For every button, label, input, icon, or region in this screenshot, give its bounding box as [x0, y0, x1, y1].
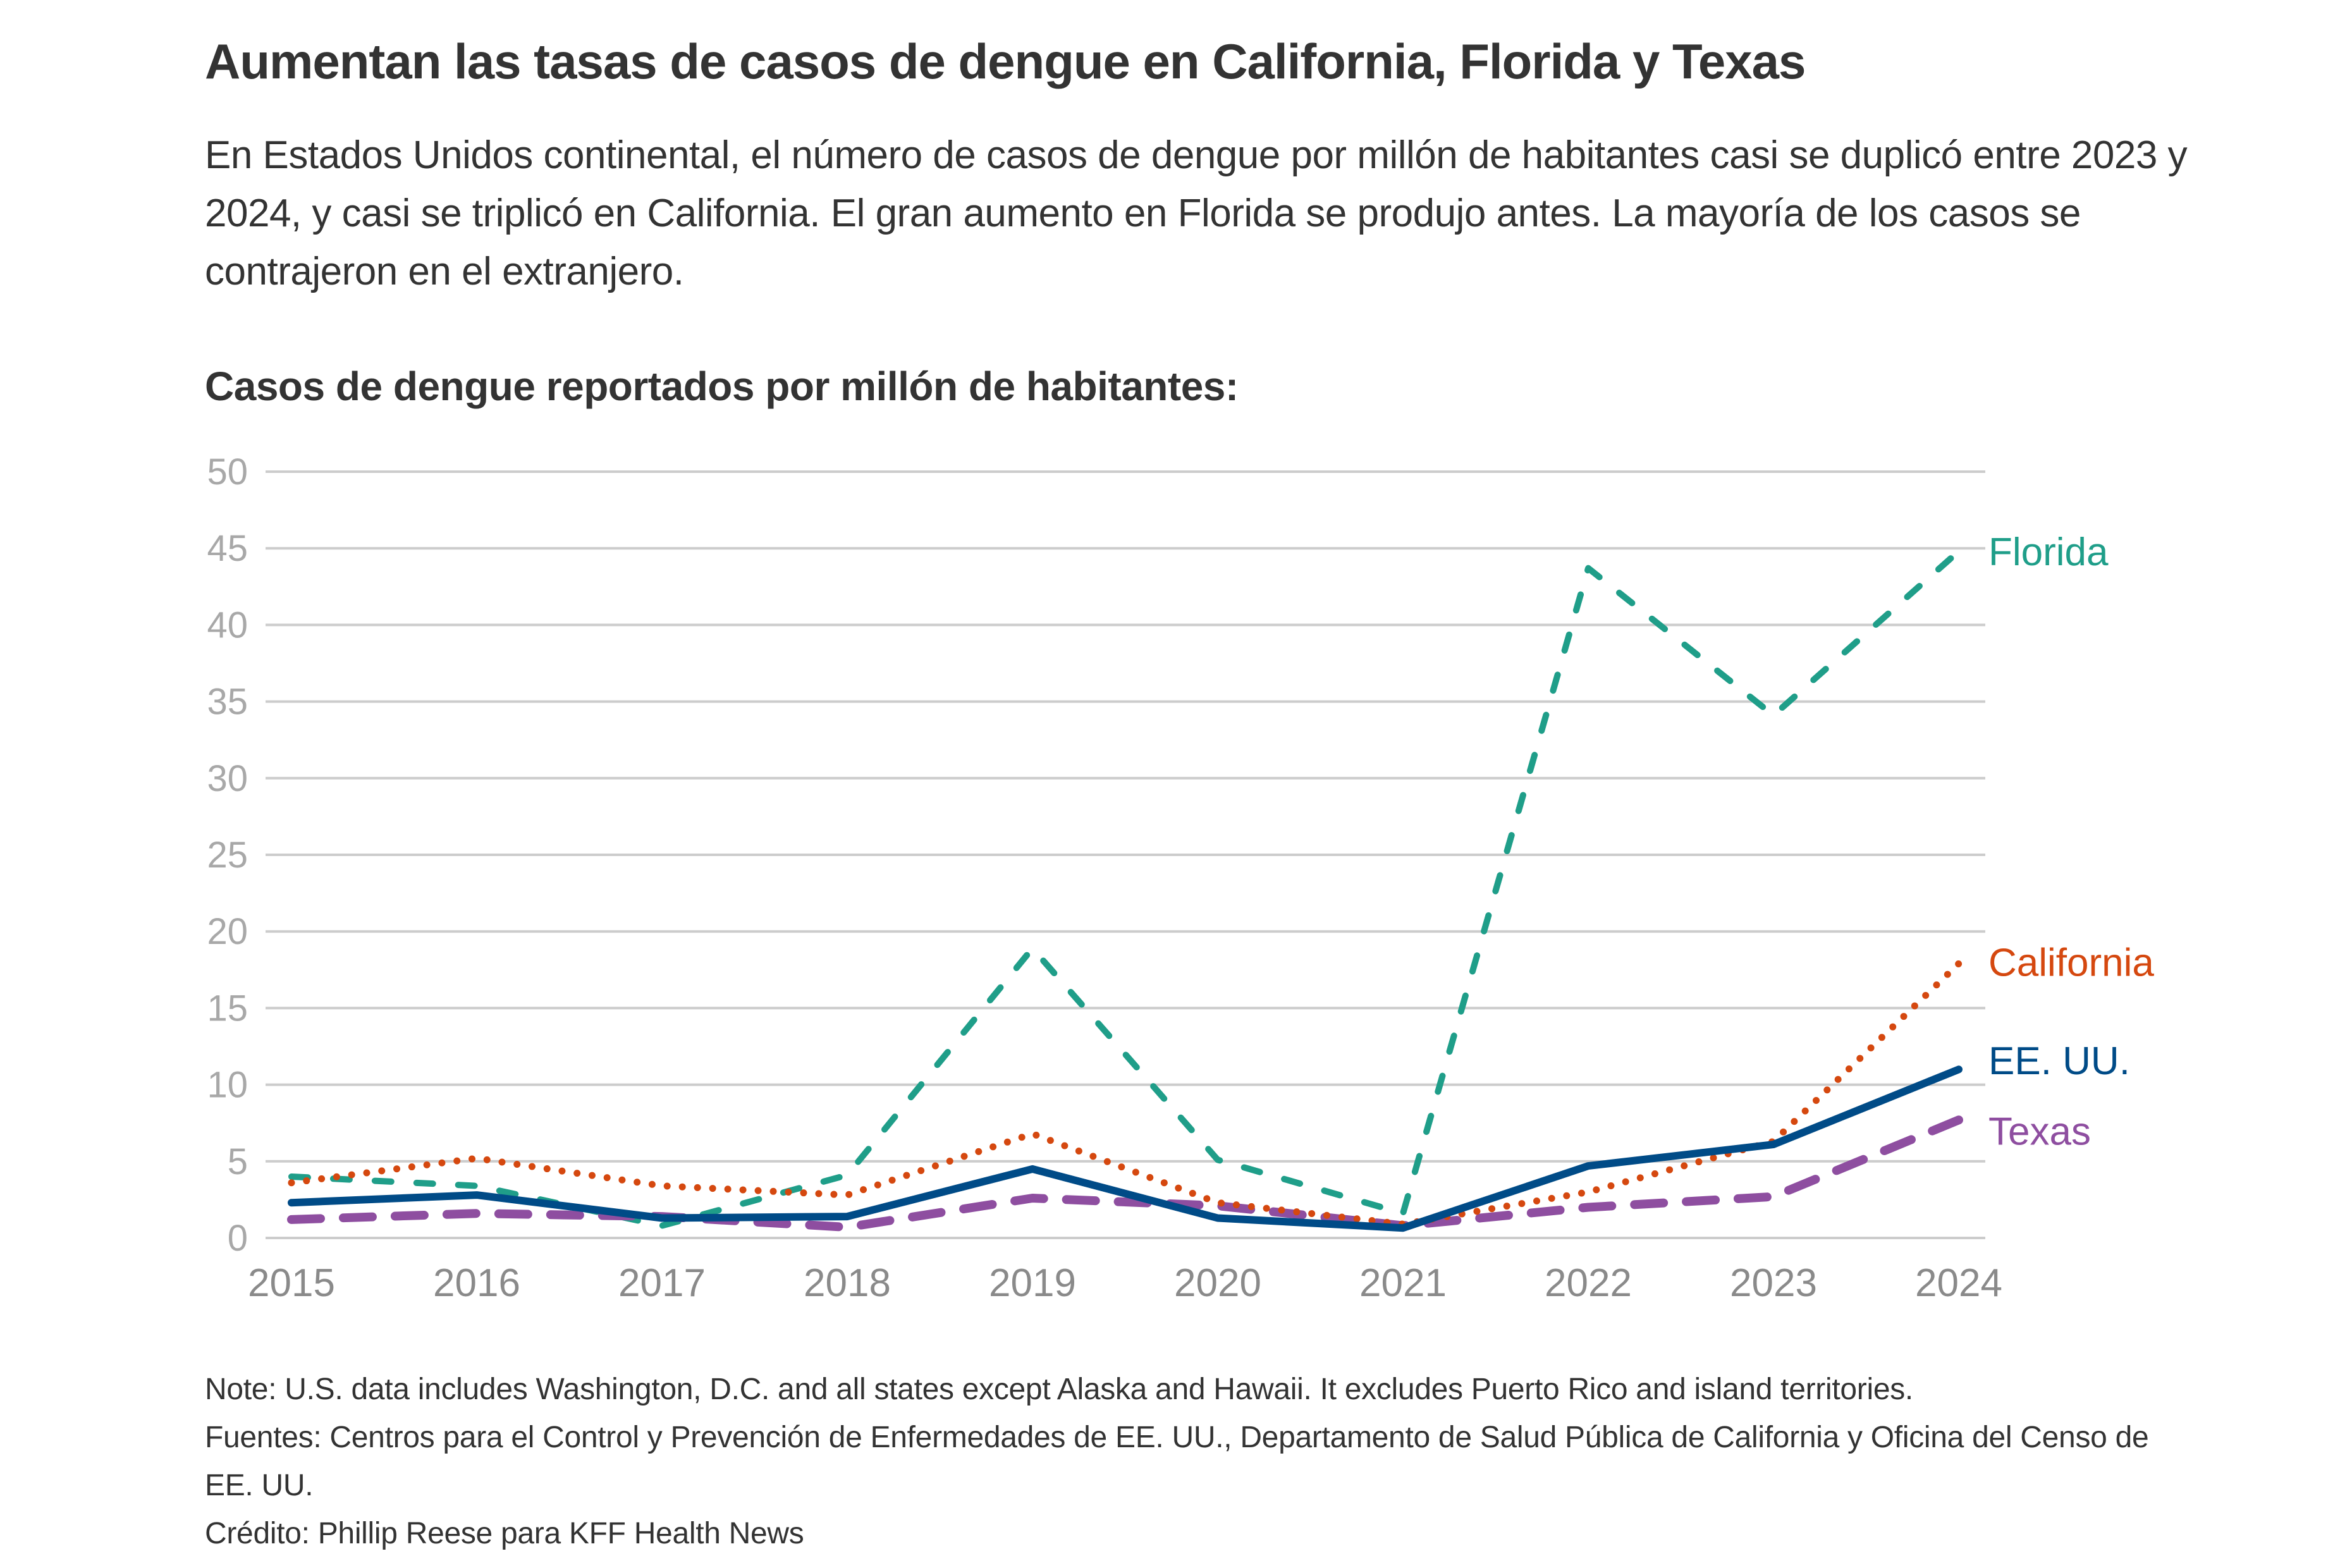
chart-subtitle: En Estados Unidos continental, el número… [205, 133, 2188, 293]
footnotes: Note: U.S. data includes Washington, D.C… [205, 1366, 2196, 1558]
footnote-credit: Crédito: Phillip Reese para KFF Health N… [205, 1517, 804, 1550]
x-tick-label: 2020 [1174, 1261, 1261, 1305]
series-label: Florida [1988, 530, 2109, 574]
x-tick-label: 2024 [1915, 1261, 2002, 1305]
y-tick-label: 20 [207, 911, 248, 952]
y-tick-label: 40 [207, 604, 248, 646]
y-tick-label: 25 [207, 835, 248, 876]
series-line-florida [288, 548, 1962, 1229]
x-tick-label: 2023 [1730, 1261, 1817, 1305]
y-tick-label: 30 [207, 758, 248, 799]
y-tick-label: 50 [207, 451, 248, 493]
series-lines [287, 548, 1963, 1232]
y-tick-label: 45 [207, 528, 248, 569]
x-tick-label: 2019 [989, 1261, 1076, 1305]
series-label: California [1988, 941, 2154, 985]
y-tick-label: 15 [207, 988, 248, 1029]
y-tick-label: 0 [228, 1218, 248, 1259]
chart-title: Aumentan las tasas de casos de dengue en… [205, 34, 1806, 89]
gridlines [266, 470, 1985, 1239]
x-tick-label: 2017 [618, 1261, 706, 1305]
x-tick-label: 2016 [433, 1261, 520, 1305]
y-tick-label: 35 [207, 682, 248, 723]
y-tick-label: 5 [228, 1141, 248, 1182]
y-tick-label: 10 [207, 1065, 248, 1106]
y-axis-ticks: 0 5 10 15 20 25 30 35 40 45 50 [207, 451, 248, 1259]
series-line-texas [287, 1115, 1963, 1232]
series-line-california [288, 960, 1963, 1228]
x-tick-label: 2018 [804, 1261, 891, 1305]
series-line-ee-uu [288, 1065, 1963, 1232]
series-label: Texas [1988, 1110, 2091, 1153]
x-tick-label: 2021 [1359, 1261, 1447, 1305]
footnote-note: Note: U.S. data includes Washington, D.C… [205, 1373, 1913, 1406]
x-tick-label: 2015 [248, 1261, 335, 1305]
x-axis-ticks: 2015 2016 2017 2018 2019 2020 2021 2022 2023 2024 [248, 1261, 2002, 1305]
series-label: EE. UU. [1988, 1039, 2130, 1083]
footnote-sources: Fuentes: Centros para el Control y Preve… [205, 1421, 2149, 1502]
chart-heading: Casos de dengue reportados por millón de… [205, 364, 1239, 409]
series-labels: Florida California EE. UU. Texas [1988, 530, 2154, 1153]
x-tick-label: 2022 [1545, 1261, 1632, 1305]
